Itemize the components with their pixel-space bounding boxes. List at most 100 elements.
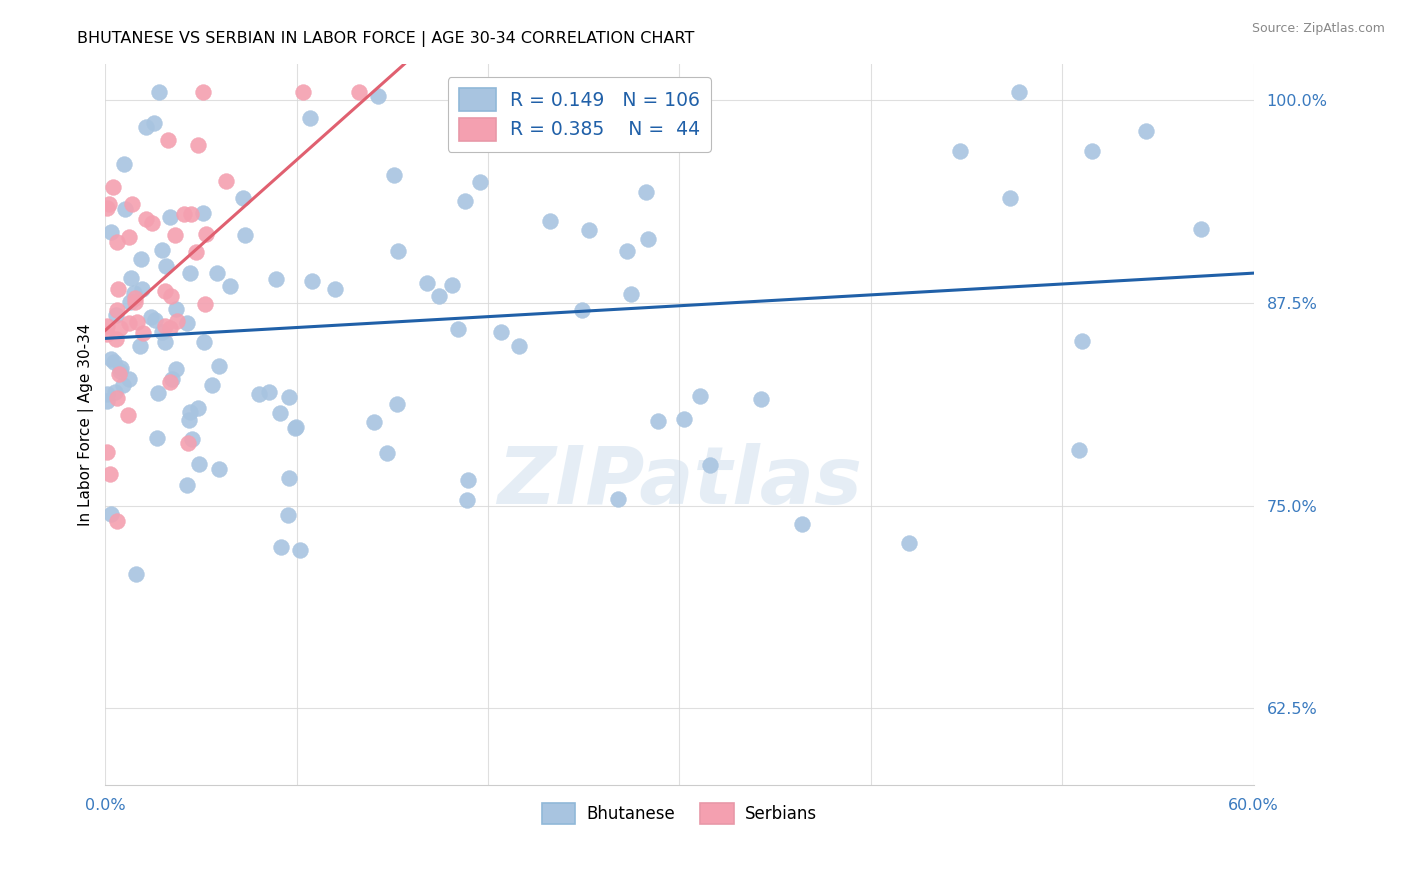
Point [188,457,211,471]
Point [143,312,166,326]
Point [105,302,128,317]
Point [416,277,439,291]
Point [118,316,141,330]
Point [114,202,136,216]
Point [96,319,118,334]
Point [121,197,143,211]
Point [187,137,209,152]
Point [897,535,920,549]
Point [288,543,311,558]
Point [108,364,131,378]
Point [270,540,292,554]
Point [998,191,1021,205]
Point [673,411,696,425]
Point [1189,222,1212,236]
Point [456,493,478,508]
Point [100,225,122,239]
Point [104,332,127,346]
Text: ZIPatlas: ZIPatlas [496,443,862,521]
Point [193,206,215,220]
Point [382,168,405,182]
Legend: Bhutanese, Serbians: Bhutanese, Serbians [534,797,824,830]
Point [285,420,308,434]
Point [1081,144,1104,158]
Point [278,390,301,404]
Point [301,274,323,288]
Point [96,326,118,341]
Point [299,111,322,125]
Point [277,508,299,522]
Point [179,413,201,427]
Point [105,235,128,250]
Point [127,314,149,328]
Text: BHUTANESE VS SERBIAN IN LABOR FORCE | AGE 30-34 CORRELATION CHART: BHUTANESE VS SERBIAN IN LABOR FORCE | AG… [77,31,695,47]
Point [104,384,127,399]
Point [1135,124,1157,138]
Point [292,85,315,99]
Point [194,227,217,241]
Point [508,339,530,353]
Point [103,354,125,368]
Point [124,294,146,309]
Point [103,180,125,194]
Text: Source: ZipAtlas.com: Source: ZipAtlas.com [1251,22,1385,36]
Point [184,244,207,259]
Point [323,282,346,296]
Point [148,85,170,99]
Point [259,385,281,400]
Point [637,232,659,246]
Point [619,287,641,301]
Point [387,397,409,411]
Point [468,175,491,189]
Point [110,360,132,375]
Point [107,282,129,296]
Point [489,325,512,339]
Point [266,271,288,285]
Point [148,385,170,400]
Point [165,228,187,243]
Point [107,367,129,381]
Y-axis label: In Labor Force | Age 30-34: In Labor Force | Age 30-34 [79,323,94,525]
Point [117,409,139,423]
Point [97,196,120,211]
Point [176,316,198,330]
Point [142,116,165,130]
Point [1070,334,1092,348]
Point [118,372,141,386]
Point [155,259,177,273]
Point [616,244,638,258]
Point [131,282,153,296]
Point [159,320,181,334]
Point [454,194,477,208]
Point [249,387,271,401]
Point [375,446,398,460]
Point [122,285,145,300]
Point [269,406,291,420]
Point [146,432,169,446]
Point [153,319,176,334]
Point [105,514,128,528]
Point [179,266,201,280]
Point [578,223,600,237]
Point [232,191,254,205]
Point [159,211,181,225]
Point [749,392,772,407]
Point [207,266,229,280]
Point [181,432,204,446]
Point [165,301,187,316]
Point [176,436,198,450]
Point [427,289,450,303]
Point [447,322,470,336]
Point [155,284,177,298]
Point [141,215,163,229]
Point [153,334,176,349]
Point [100,352,122,367]
Point [387,244,409,258]
Point [96,387,118,401]
Point [96,394,118,409]
Point [157,132,180,146]
Point [233,228,256,243]
Point [129,252,152,266]
Point [179,405,201,419]
Point [193,334,215,349]
